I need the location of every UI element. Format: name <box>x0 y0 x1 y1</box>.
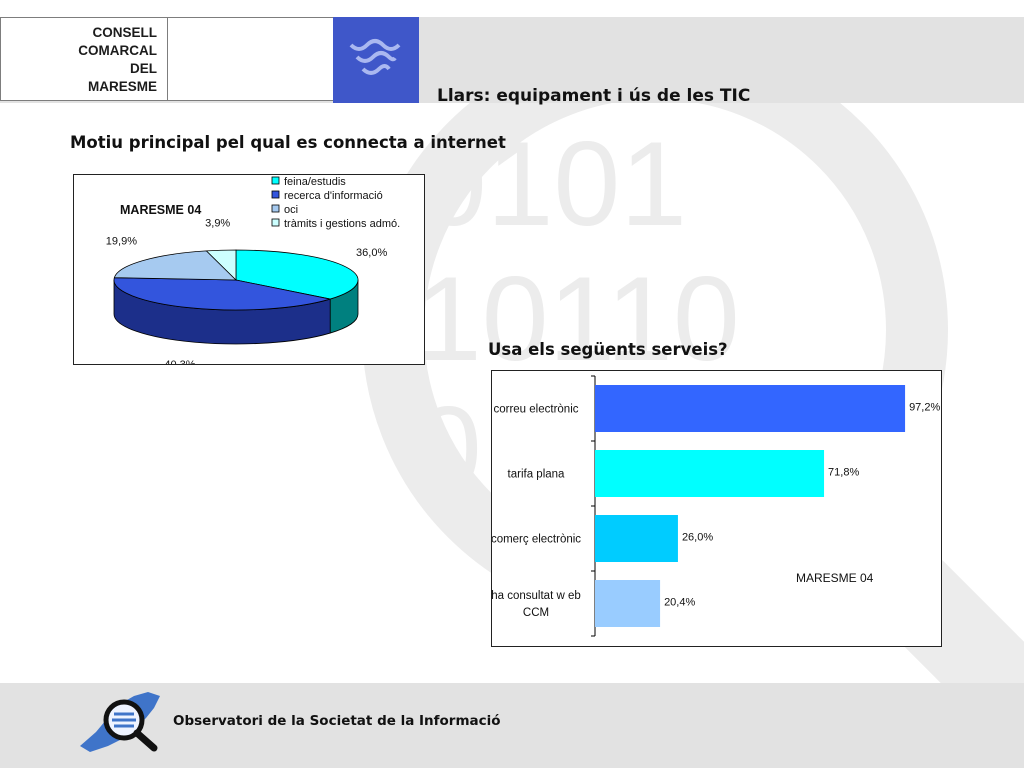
org-line: CONSELL <box>92 25 157 40</box>
pie-data-label: 3,9% <box>205 217 230 229</box>
org-line: MARESME <box>87 79 157 94</box>
pie-legend-label: oci <box>284 204 298 216</box>
pie-chart-canvas: 36,0% 40,3% 19,9% 3,9% MARESME 04 feina/estud… <box>106 176 400 364</box>
org-name: CONSELL COMARCAL DEL MARESME <box>78 24 157 96</box>
pie-legend-swatch <box>271 218 280 227</box>
bar-category-label: tarifa plana <box>508 469 566 481</box>
bar-data-label: 20,4% <box>664 597 695 609</box>
bar-category-label: CCM <box>523 607 549 619</box>
watermark-line-1: 0101 <box>420 117 687 251</box>
bar-category-label: ha consultat w eb <box>492 590 581 602</box>
pie-chart-title: MARESME 04 <box>120 203 201 217</box>
bar-category-label: correu electrònic <box>493 404 578 416</box>
pie-slice <box>205 249 237 281</box>
pie-legend-label: recerca d'informació <box>284 190 383 202</box>
waves-icon <box>349 39 401 75</box>
bar <box>595 450 825 497</box>
footer-title: Observatori de la Societat de la Informa… <box>173 713 501 729</box>
pie-section-title: Motiu principal pel qual es connecta a i… <box>70 133 506 152</box>
org-line: DEL <box>130 61 157 76</box>
header-spacer <box>168 17 334 101</box>
pie-legend-swatch <box>271 190 280 199</box>
watermark-line-2: 10110 <box>415 252 740 386</box>
pie-slice <box>113 250 237 281</box>
pie-legend-label: tràmits i gestions admó. <box>284 218 400 230</box>
page-title: Llars: equipament i ús de les TIC <box>437 86 751 106</box>
bar <box>595 515 678 562</box>
pie-data-label: 36,0% <box>356 247 387 259</box>
pie-data-label: 40,3% <box>164 359 195 364</box>
watermark-line-3: 0 <box>415 382 482 516</box>
bar <box>595 385 906 432</box>
bar <box>595 580 661 627</box>
pie-legend-label: feina/estudis <box>284 176 346 188</box>
pie-data-label: 19,9% <box>106 235 137 247</box>
pie-slice <box>113 277 331 311</box>
brand-box <box>333 17 419 103</box>
bar-section-title: Usa els següents serveis? <box>488 340 728 359</box>
pie-legend-swatch <box>271 176 280 185</box>
pie-legend-swatch <box>271 204 280 213</box>
pie-slice <box>235 249 359 300</box>
bar-chart-title: MARESME 04 <box>796 571 874 585</box>
bar-data-label: 71,8% <box>828 467 859 479</box>
bar-chart: 97,2% correu electrònic 71,8% tarifa plana 2… <box>491 370 942 647</box>
org-line: COMARCAL <box>78 43 157 58</box>
pie-chart: 36,0% 40,3% 19,9% 3,9% MARESME 04 feina/estud… <box>73 174 425 365</box>
bar-category-label: comerç electrònic <box>492 534 581 546</box>
bar-data-label: 26,0% <box>682 532 713 544</box>
observatory-logo-icon <box>80 692 160 752</box>
bar-data-label: 97,2% <box>909 402 940 414</box>
footer-band <box>0 683 1024 768</box>
org-logo-box: CONSELL COMARCAL DEL MARESME <box>0 17 168 101</box>
bar-chart-canvas: 97,2% correu electrònic 71,8% tarifa plana 2… <box>492 375 940 637</box>
